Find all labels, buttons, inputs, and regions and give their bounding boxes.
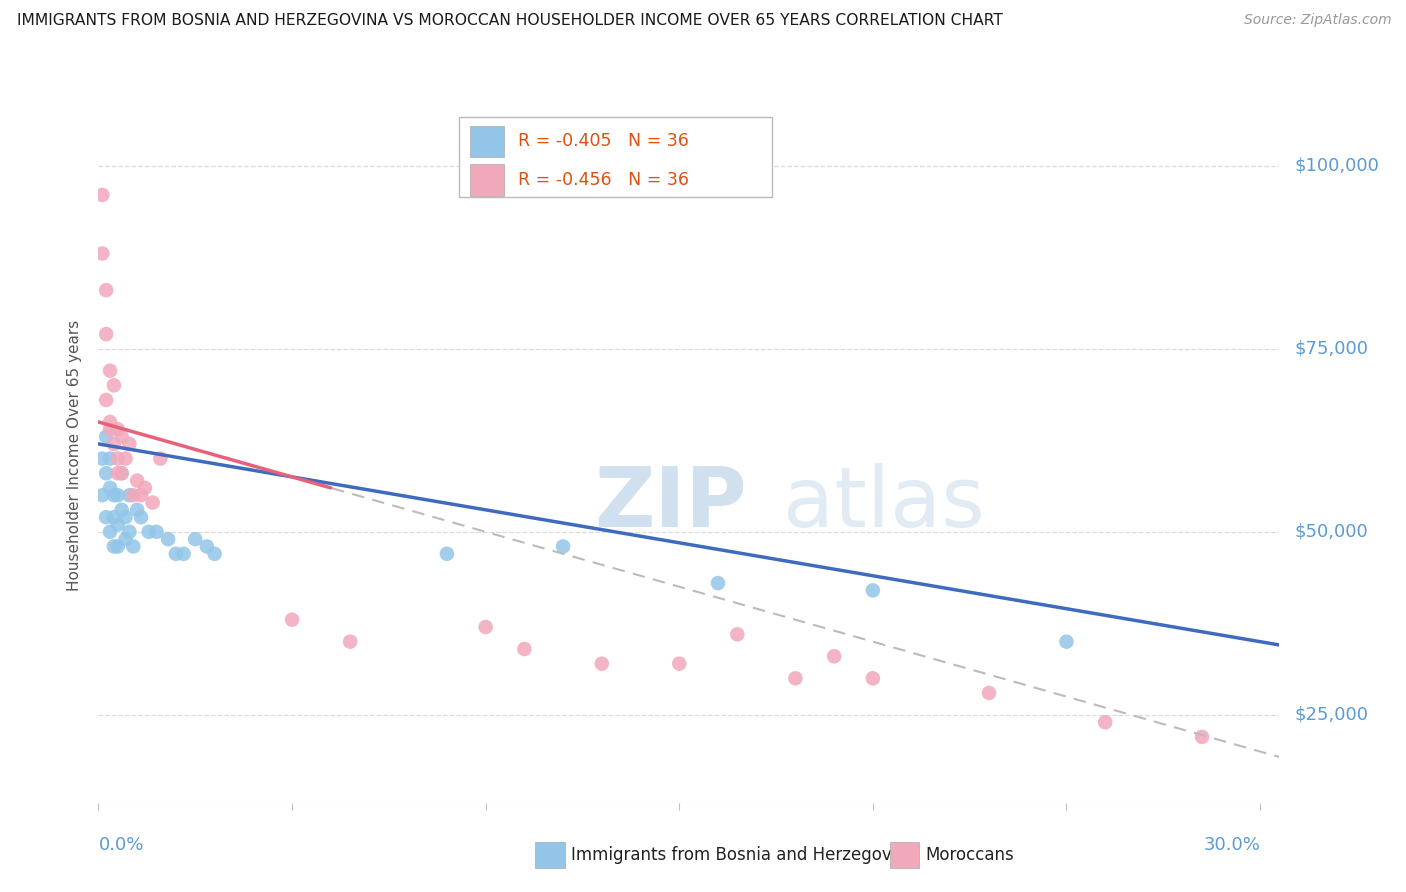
Point [98,364,121,378]
Point [96,467,118,481]
Point [149,451,172,466]
Y-axis label: Householder Income Over 65 years: Householder Income Over 65 years [67,319,83,591]
Point [591,657,613,671]
Point [184,532,207,546]
Point [107,451,129,466]
Text: ZIP: ZIP [595,463,747,544]
Point [436,547,458,561]
Point [785,671,807,685]
Point [107,488,129,502]
Point [114,532,136,546]
Point [98,422,121,436]
Point [157,532,180,546]
Point [91,488,114,502]
Point [204,547,226,561]
Point [862,583,884,598]
Text: Moroccans: Moroccans [925,846,1014,864]
FancyBboxPatch shape [536,842,565,868]
Point [138,524,160,539]
Point [474,620,496,634]
Point [98,524,121,539]
Point [96,327,118,342]
Point [142,495,165,509]
Text: $25,000: $25,000 [1295,706,1369,724]
Point [91,188,114,202]
Text: Source: ZipAtlas.com: Source: ZipAtlas.com [1244,13,1392,28]
Text: atlas: atlas [783,463,986,544]
Text: IMMIGRANTS FROM BOSNIA AND HERZEGOVINA VS MOROCCAN HOUSEHOLDER INCOME OVER 65 YE: IMMIGRANTS FROM BOSNIA AND HERZEGOVINA V… [17,13,1002,29]
Point [118,488,141,502]
Point [1094,715,1116,730]
Point [98,415,121,429]
Point [103,510,125,524]
Point [145,524,167,539]
Text: 0.0%: 0.0% [98,836,143,854]
Text: 30.0%: 30.0% [1204,836,1260,854]
Point [513,642,536,657]
Point [98,451,121,466]
Point [823,649,845,664]
Point [111,467,134,481]
Point [1056,634,1078,648]
Point [122,540,145,554]
Point [91,246,114,260]
Point [173,547,195,561]
Point [122,488,145,502]
Text: R = -0.405   N = 36: R = -0.405 N = 36 [517,133,689,151]
Point [1191,730,1213,744]
Point [668,657,690,671]
Point [103,540,125,554]
Point [281,613,304,627]
Point [96,392,118,407]
Point [103,378,125,392]
Point [339,634,361,648]
Text: R = -0.456   N = 36: R = -0.456 N = 36 [517,171,689,189]
Point [977,686,1000,700]
Point [98,481,121,495]
FancyBboxPatch shape [471,126,503,157]
Point [165,547,187,561]
FancyBboxPatch shape [458,118,772,197]
Point [107,467,129,481]
Point [134,481,156,495]
Point [862,671,884,685]
Point [195,540,218,554]
Point [118,524,141,539]
Point [114,510,136,524]
Point [114,451,136,466]
FancyBboxPatch shape [471,164,503,195]
Point [725,627,748,641]
Text: $100,000: $100,000 [1295,157,1379,175]
Point [111,467,134,481]
Point [103,437,125,451]
Point [129,510,152,524]
Point [111,429,134,443]
Point [127,503,149,517]
Text: Immigrants from Bosnia and Herzegovina: Immigrants from Bosnia and Herzegovina [571,846,917,864]
Point [107,540,129,554]
Point [107,517,129,532]
Point [107,422,129,436]
Point [91,451,114,466]
Point [96,510,118,524]
Point [111,503,134,517]
Point [127,474,149,488]
Text: $50,000: $50,000 [1295,523,1368,541]
FancyBboxPatch shape [890,842,920,868]
Point [103,488,125,502]
Point [551,540,574,554]
Point [96,429,118,443]
Point [118,437,141,451]
Point [129,488,152,502]
Text: $75,000: $75,000 [1295,340,1369,358]
Point [707,576,730,591]
Point [96,283,118,297]
